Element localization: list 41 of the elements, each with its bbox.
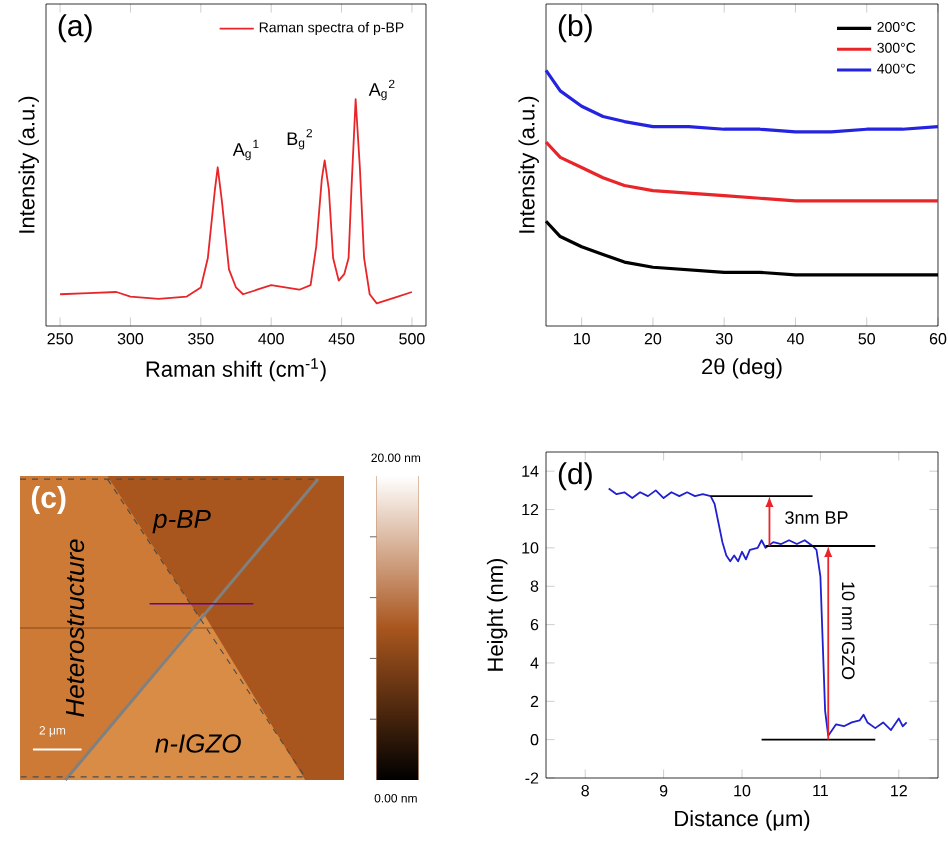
chart-title: (a)	[58, 14, 92, 43]
text: Heterostructure	[66, 539, 85, 717]
chart-title: (d)	[558, 462, 592, 491]
y-tick-label: 4	[530, 657, 539, 669]
x-tick-label: 8	[581, 785, 589, 797]
x-tick-label: 250	[47, 333, 73, 345]
x-axis-title: Distance (μm)	[675, 810, 810, 831]
x-tick-label: 10	[734, 785, 751, 797]
x-tick-label: 350	[188, 333, 214, 345]
x-tick-label: 400	[258, 333, 284, 345]
y-axis-title: Intensity (a.u.)	[518, 96, 539, 233]
y-tick-label: 12	[522, 503, 539, 516]
x-tick-label: 9	[659, 785, 668, 797]
y-tick-label: 8	[530, 580, 539, 592]
text: n-IGZO	[155, 734, 241, 753]
x-tick-label: 10	[573, 333, 590, 345]
x-tick-label: 300	[117, 333, 144, 345]
x-tick-label: 30	[715, 333, 733, 345]
y-axis-title: Height (nm)	[486, 558, 508, 671]
x-tick-label: 20	[644, 333, 662, 345]
annotation: 3nm BP	[785, 511, 848, 524]
x-axis-title: 2θ (deg)	[702, 358, 782, 379]
x-tick-label: 11	[813, 785, 828, 797]
text: (c)	[31, 486, 66, 515]
x-tick-label: 500	[399, 333, 425, 345]
x-tick-label: 40	[786, 333, 804, 345]
y-tick-label: 6	[530, 618, 539, 631]
y-tick-label: -2	[525, 772, 539, 784]
y-axis-title: Intensity (a.u.)	[18, 96, 39, 233]
x-tick-label: 60	[929, 333, 947, 345]
y-tick-label: 14	[522, 465, 539, 477]
text: p-BP	[152, 509, 211, 534]
chart-title: (b)	[558, 14, 592, 43]
y-tick-label: 10	[522, 542, 539, 554]
annotation: 10 nm IGZO	[841, 582, 855, 680]
y-tick-label: 0	[530, 734, 539, 746]
x-tick-label: 450	[328, 333, 355, 345]
x-tick-label: 12	[891, 785, 907, 797]
x-tick-label: 50	[858, 333, 875, 345]
x-axis-title: Raman shift (cm$^{-1}$)	[146, 358, 326, 382]
y-tick-label: 2	[530, 695, 539, 707]
